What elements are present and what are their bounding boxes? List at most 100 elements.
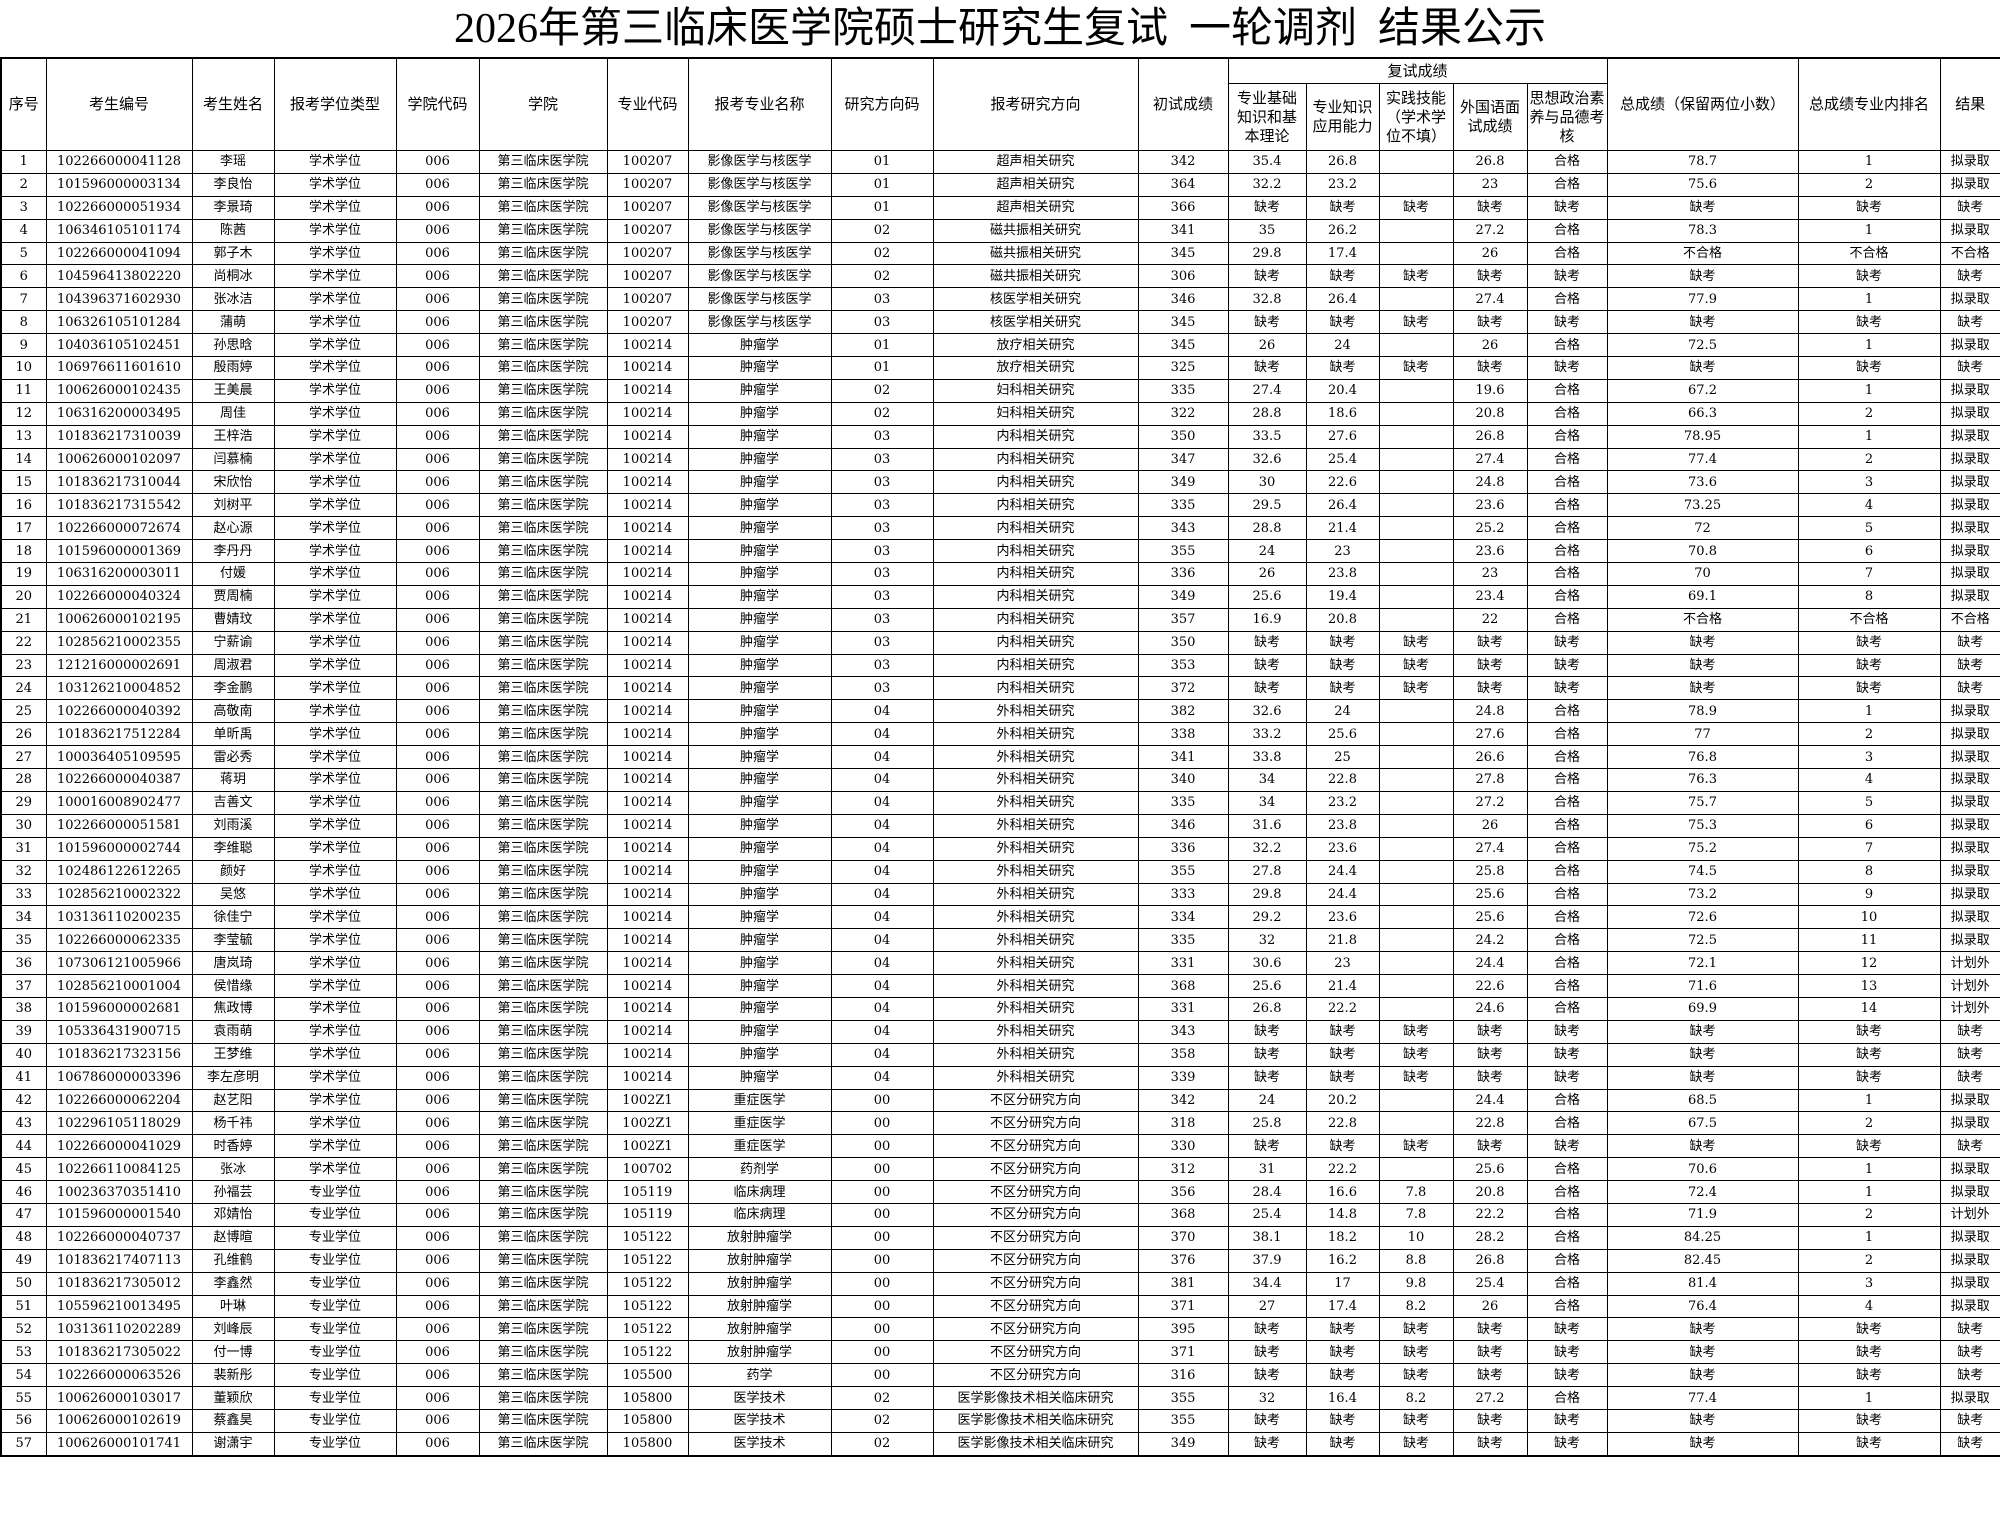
cell-direction-code: 04: [830, 928, 934, 953]
cell-college-code: 006: [395, 882, 480, 907]
cell-s3: [1378, 951, 1454, 976]
cell-college-code: 006: [395, 813, 480, 838]
cell-s3: [1378, 859, 1454, 884]
cell-prelim: 395: [1137, 1317, 1229, 1342]
cell-prelim: 341: [1137, 218, 1229, 243]
cell-major-code: 105122: [606, 1294, 689, 1319]
cell-exam-id: 101596000001540: [45, 1202, 193, 1227]
cell-prelim: 335: [1137, 790, 1229, 815]
cell-direction-code: 04: [830, 768, 934, 792]
cell-degree-type: 学术学位: [273, 905, 397, 930]
cell-name: 刘树平: [191, 493, 275, 518]
cell-direction: 内科相关研究: [932, 424, 1139, 449]
header-college: 学院: [478, 57, 608, 151]
cell-rank: 1: [1797, 333, 1941, 358]
cell-major: 肿瘤学: [687, 493, 832, 518]
cell-s5: 缺考: [1526, 1363, 1608, 1388]
cell-major-code: 105500: [606, 1363, 689, 1388]
cell-degree-type: 专业学位: [273, 1180, 397, 1204]
cell-s2: 23.8: [1305, 562, 1380, 586]
cell-exam-id: 106326105101284: [45, 310, 193, 335]
cell-s2: 缺考: [1305, 1340, 1380, 1365]
cell-s3: [1378, 539, 1454, 564]
cell-name: 尚桐冰: [191, 264, 275, 289]
cell-name: 李维聪: [191, 836, 275, 861]
cell-prelim: 345: [1137, 310, 1229, 335]
cell-direction-code: 02: [830, 264, 934, 289]
table-row: 52 103136110202289 刘峰辰 专业学位 006 第三临床医学院 105122…: [0, 1317, 2000, 1342]
cell-s2: 17: [1305, 1271, 1380, 1296]
cell-s5: 合格: [1526, 996, 1608, 1021]
cell-college-code: 006: [395, 905, 480, 930]
cell-result: 拟录取: [1939, 218, 2000, 243]
cell-s3: [1378, 836, 1454, 861]
cell-s1: 27.8: [1227, 859, 1307, 884]
cell-college-code: 006: [395, 996, 480, 1021]
cell-result: 拟录取: [1939, 699, 2000, 724]
cell-college: 第三临床医学院: [478, 493, 608, 518]
cell-seq: 50: [0, 1271, 47, 1296]
cell-college-code: 006: [395, 447, 480, 472]
cell-major-code: 100214: [606, 1042, 689, 1067]
cell-s3: [1378, 928, 1454, 953]
cell-direction-code: 03: [830, 539, 934, 564]
cell-prelim: 330: [1137, 1134, 1229, 1159]
cell-seq: 35: [0, 928, 47, 953]
cell-total: 77.4: [1606, 447, 1799, 472]
cell-college: 第三临床医学院: [478, 974, 608, 998]
cell-s5: 合格: [1526, 1180, 1608, 1204]
cell-seq: 9: [0, 333, 47, 358]
cell-total: 缺考: [1606, 1065, 1799, 1090]
cell-total: 84.25: [1606, 1225, 1799, 1250]
cell-name: 侯惜缘: [191, 974, 275, 998]
cell-s5: 合格: [1526, 928, 1608, 953]
cell-direction: 不区分研究方向: [932, 1225, 1139, 1250]
cell-college: 第三临床医学院: [478, 859, 608, 884]
cell-prelim: 371: [1137, 1294, 1229, 1319]
cell-degree-type: 学术学位: [273, 424, 397, 449]
cell-college: 第三临床医学院: [478, 882, 608, 907]
header-rank: 总成绩专业内排名: [1797, 57, 1941, 151]
cell-major: 放射肿瘤学: [687, 1225, 832, 1250]
cell-s3: [1378, 172, 1454, 197]
cell-rank: 2: [1797, 401, 1941, 426]
cell-degree-type: 学术学位: [273, 607, 397, 632]
cell-college: 第三临床医学院: [478, 607, 608, 632]
cell-college: 第三临床医学院: [478, 951, 608, 976]
cell-result: 缺考: [1939, 1340, 2000, 1365]
cell-name: 李莹毓: [191, 928, 275, 953]
cell-rank: 缺考: [1797, 356, 1941, 380]
cell-s5: 缺考: [1526, 1431, 1608, 1457]
table-row: 15 101836217310044 宋欣怡 学术学位 006 第三临床医学院 100214…: [0, 470, 2000, 495]
cell-prelim: 366: [1137, 195, 1229, 220]
cell-s5: 合格: [1526, 722, 1608, 747]
cell-major-code: 100214: [606, 401, 689, 426]
cell-college: 第三临床医学院: [478, 470, 608, 495]
cell-total: 73.6: [1606, 470, 1799, 495]
cell-total: 缺考: [1606, 356, 1799, 380]
cell-s5: 缺考: [1526, 653, 1608, 678]
cell-total: 缺考: [1606, 1340, 1799, 1365]
cell-name: 郭子木: [191, 241, 275, 266]
cell-seq: 4: [0, 218, 47, 243]
cell-major: 肿瘤学: [687, 951, 832, 976]
cell-direction-code: 04: [830, 836, 934, 861]
cell-total: 75.2: [1606, 836, 1799, 861]
cell-total: 71.6: [1606, 974, 1799, 998]
cell-s1: 32: [1227, 1386, 1307, 1410]
cell-major-code: 100214: [606, 790, 689, 815]
cell-college: 第三临床医学院: [478, 1408, 608, 1433]
cell-degree-type: 学术学位: [273, 699, 397, 724]
cell-major-code: 105122: [606, 1248, 689, 1273]
header-s2: 专业知识应用能力: [1305, 83, 1380, 151]
cell-seq: 45: [0, 1157, 47, 1182]
cell-total: 75.7: [1606, 790, 1799, 815]
cell-s1: 缺考: [1227, 1408, 1307, 1433]
cell-s5: 缺考: [1526, 630, 1608, 655]
cell-direction-code: 03: [830, 653, 934, 678]
cell-name: 唐岚琦: [191, 951, 275, 976]
header-s3: 实践技能（学术学位不填）: [1378, 83, 1454, 151]
cell-s1: 38.1: [1227, 1225, 1307, 1250]
cell-total: 76.8: [1606, 745, 1799, 770]
cell-direction-code: 03: [830, 424, 934, 449]
